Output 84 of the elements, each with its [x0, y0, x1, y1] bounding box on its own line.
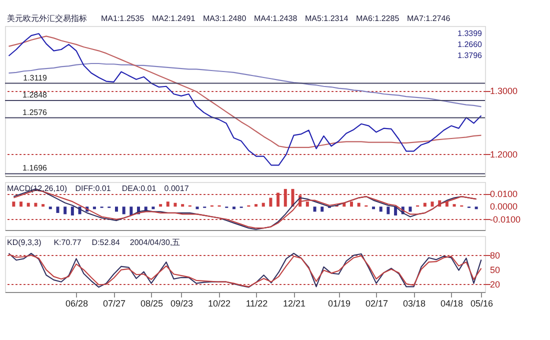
x-tick-label: 01/19 [328, 298, 351, 308]
bar [196, 206, 199, 210]
text: MA6:1.2285 [356, 14, 400, 23]
bar [152, 206, 155, 210]
bar [181, 204, 184, 207]
bar [291, 188, 294, 207]
x-tick-label: 10/22 [208, 298, 231, 308]
bar [408, 206, 412, 212]
x-tick-label: 05/16 [470, 298, 494, 308]
annotation: 2004/04/30,五 [130, 238, 180, 247]
bar [20, 202, 23, 207]
x-tick-label: 07/27 [102, 298, 126, 308]
ref-line-label: 1.2576 [22, 108, 48, 117]
bar [262, 202, 265, 207]
bar [306, 202, 309, 207]
x-tick-label: 02/17 [365, 298, 388, 308]
x-tick-label: 11/22 [246, 298, 268, 308]
bar [159, 204, 162, 207]
y-tick-label: 0.0000 [490, 202, 518, 212]
y-tick-label: -0.0100 [490, 214, 521, 224]
annotation: MACD(12,26,10) [7, 184, 68, 193]
ref-line-label: 1.3119 [23, 73, 48, 82]
text: MA7:1.2746 [407, 14, 451, 23]
x-tick-label: 12/21 [282, 298, 306, 308]
bar [64, 206, 67, 214]
bar [130, 206, 133, 216]
annotation: 1.2660 [458, 40, 483, 49]
annotation: DEA:0.01 [122, 184, 157, 193]
line-series [8, 36, 482, 148]
bar [232, 206, 236, 210]
bar [34, 202, 38, 207]
bar [70, 206, 74, 216]
bar [379, 206, 382, 212]
bar [313, 206, 316, 212]
annotation: K:70.77 [54, 238, 82, 247]
bar [114, 206, 118, 212]
line-series [8, 62, 482, 108]
bar [430, 202, 434, 207]
bar [284, 188, 287, 207]
text: MA2:1.2491 [152, 14, 196, 23]
annotation: 0.0017 [164, 184, 190, 193]
bar [42, 204, 45, 207]
y-tick-label: 1.2000 [490, 149, 518, 160]
y-tick-label: 0.0100 [490, 189, 518, 199]
ref-line-label: 1.2848 [22, 90, 48, 100]
bar [174, 202, 177, 207]
bar [122, 206, 126, 214]
bar [372, 206, 376, 210]
bar [12, 202, 16, 207]
bar [254, 204, 258, 207]
bar [26, 202, 30, 207]
x-tick-label: 08/25 [140, 298, 164, 308]
x-tick-label: 04/18 [440, 298, 464, 308]
bar [350, 202, 353, 207]
annotation: DIFF:0.01 [75, 184, 112, 193]
annotation: D:52.84 [92, 238, 120, 247]
ref-line-label: 1.1696 [22, 164, 48, 173]
bar [357, 202, 360, 207]
y-tick-label: 20 [490, 279, 500, 290]
bar [92, 206, 96, 210]
text: MA4:1.2438 [254, 14, 298, 23]
annotation: KD(9,3,3) [7, 238, 42, 247]
bar [269, 198, 272, 207]
y-tick-label: 1.3000 [490, 86, 518, 96]
x-tick-label: 09/23 [170, 298, 194, 308]
y-tick-label: 80 [490, 250, 500, 260]
chart-title: 美元欧元外汇交易指标 [7, 14, 87, 23]
bar [276, 192, 280, 207]
bar [48, 206, 52, 210]
text: MA1:1.2535 [101, 14, 145, 23]
text: MA5:1.2314 [305, 14, 349, 23]
bar [320, 206, 324, 212]
x-tick-label: 06/28 [65, 298, 88, 308]
text: MA3:1.2480 [203, 14, 247, 23]
annotation: 1.3399 [458, 29, 483, 38]
bar [166, 202, 170, 207]
x-tick-label: 03/18 [402, 298, 426, 308]
bar [423, 202, 426, 207]
bar [56, 206, 60, 213]
bar [452, 204, 456, 207]
bar [386, 206, 390, 214]
annotation: 1.3796 [458, 51, 483, 60]
y-tick-label: 50 [490, 264, 500, 275]
bar [474, 206, 478, 210]
